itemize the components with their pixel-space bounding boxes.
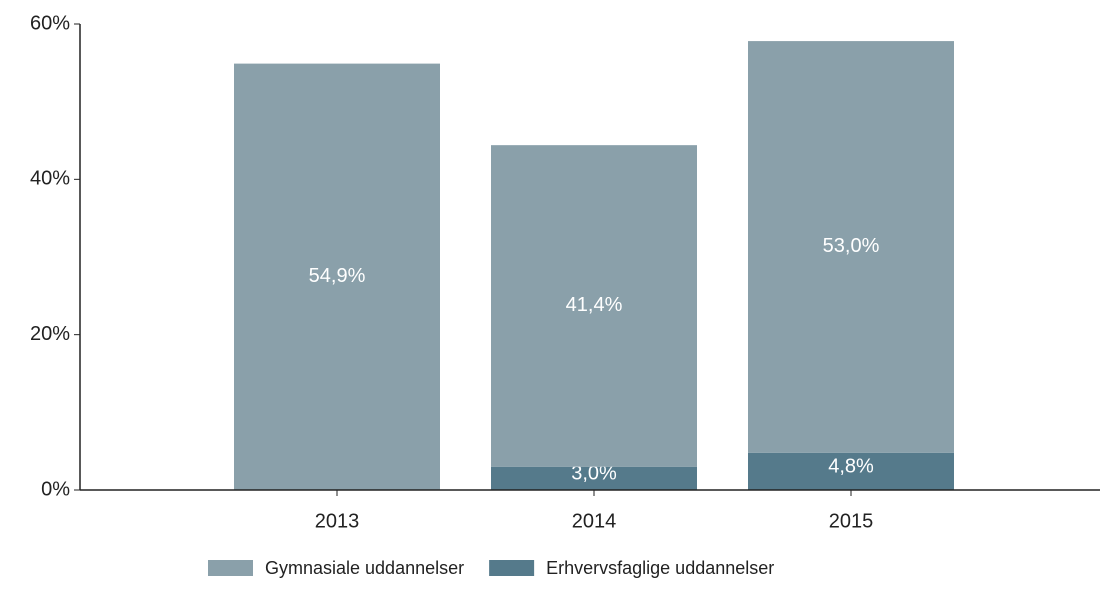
bar-segment <box>748 452 954 490</box>
bar-segment <box>748 41 954 453</box>
bar-segment <box>491 145 697 467</box>
x-tick-label: 2015 <box>829 510 874 532</box>
legend-swatch <box>208 560 253 576</box>
x-tick-label: 2013 <box>315 510 360 532</box>
legend-label: Gymnasiale uddannelser <box>265 558 464 578</box>
y-tick-label: 20% <box>30 323 70 345</box>
bar-segment <box>234 63 440 491</box>
x-tick-label: 2014 <box>572 510 617 532</box>
value-label: 4,8% <box>828 456 874 478</box>
y-tick-label: 60% <box>30 12 70 34</box>
value-label: 54,9% <box>309 265 366 287</box>
y-tick-label: 40% <box>30 168 70 190</box>
legend-label: Erhvervsfaglige uddannelser <box>546 558 774 578</box>
y-tick-label: 0% <box>41 478 70 500</box>
value-label: 3,0% <box>571 463 617 485</box>
value-label: 53,0% <box>823 235 880 257</box>
legend-swatch <box>489 560 535 576</box>
bar-segment <box>491 466 697 490</box>
value-label: 41,4% <box>566 294 623 316</box>
